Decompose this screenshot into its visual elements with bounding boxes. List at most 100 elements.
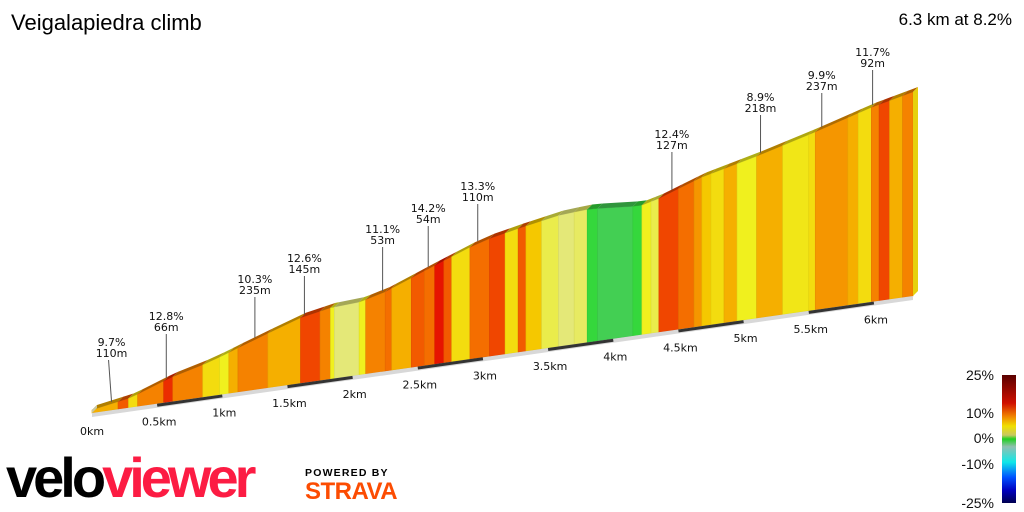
gradient-segment-cap (518, 221, 531, 229)
gradient-segment-cap (334, 297, 365, 308)
strava-logo: STRAVA (305, 478, 398, 505)
annotation-gradient: 11.7% (855, 46, 890, 59)
gradient-segment-cap (558, 207, 580, 216)
gradient-segment-cap (469, 233, 495, 248)
gradient-segment-cap (391, 272, 417, 289)
gradient-segment-cap (267, 312, 306, 334)
annotation-gradient: 14.2% (411, 202, 446, 215)
gradient-segment (384, 287, 393, 372)
x-tick-label: 4.5km (663, 341, 698, 354)
legend-label: 0% (974, 430, 994, 446)
x-tick-label: 2.5km (402, 379, 437, 392)
gradient-segment-cap (443, 251, 457, 261)
gradient-segment (889, 95, 903, 300)
distance-axis-band (678, 320, 744, 333)
gradient-segment (756, 145, 783, 319)
distance-axis: 0km 0.5km 1km 1.5km 2km 2.5km 3km 3.5km 4km 4.5km… (80, 296, 913, 438)
gradient-segment-cap (871, 99, 885, 108)
gradient-segment-cap (711, 163, 730, 174)
gradient-segment-cap (889, 90, 908, 101)
gradient-segment (330, 306, 335, 380)
gradient-segment (517, 225, 527, 353)
gradient-segment-cap (505, 223, 524, 234)
gradient-segment-cap (587, 203, 603, 210)
x-tick-label: 3km (473, 369, 497, 382)
gradient-segment (391, 277, 412, 371)
gradient-segment-cap (228, 343, 243, 353)
distance-axis-band (808, 301, 875, 314)
gradient-segment (710, 168, 725, 326)
gradient-annotation: 13.3%110m (460, 180, 495, 242)
gradient-segment (541, 215, 559, 350)
x-tick-label: 5km (734, 332, 758, 345)
legend-label: -10% (961, 456, 994, 472)
profile-segments (91, 87, 918, 414)
annotation-length: 235m (239, 284, 271, 297)
gradient-segment (267, 317, 301, 389)
annotation-length: 110m (96, 347, 128, 360)
gradient-segment (319, 307, 331, 381)
profile-start-face (92, 405, 97, 413)
gradient-segment (678, 180, 695, 330)
annotation-length: 66m (154, 321, 179, 334)
gradient-segment (658, 188, 679, 333)
gradient-segment (847, 112, 859, 306)
gradient-segment (504, 228, 519, 355)
gradient-segment (137, 380, 164, 407)
gradient-segment (558, 211, 575, 347)
gradient-segment (878, 100, 890, 302)
x-tick-label: 6km (864, 314, 888, 327)
gradient-segment-cap (202, 352, 225, 365)
annotation-length: 218m (745, 102, 777, 115)
gradient-segment (814, 117, 849, 311)
gradient-segment (650, 198, 660, 334)
distance-axis-band (547, 338, 614, 351)
gradient-annotation: 11.7%92m (855, 46, 890, 106)
gradient-segment-cap (237, 328, 273, 349)
x-tick-label: 0km (80, 425, 104, 438)
x-tick-label: 1km (212, 406, 236, 419)
climb-summary: 6.3 km at 8.2% (898, 10, 1012, 29)
gradient-segment-cap (658, 183, 684, 199)
annotation-leader-line (108, 359, 113, 402)
gradient-segment-cap (163, 371, 178, 382)
gradient-segment-cap (219, 347, 234, 358)
gradient-segment-cap (724, 158, 743, 169)
gradient-segment (857, 107, 872, 305)
annotation-length: 127m (656, 139, 688, 152)
gradient-segment-cap (424, 260, 440, 272)
gradient-legend: 25% 10% 0% -10% -25% (961, 367, 1016, 511)
gradient-segment (489, 232, 506, 357)
annotation-gradient: 10.3% (237, 273, 272, 286)
gradient-segment-cap (300, 306, 326, 318)
gradient-segment (365, 291, 386, 375)
gradient-segment-cap (858, 102, 877, 114)
gradient-segment-cap (320, 302, 336, 312)
gradient-segment-cap (385, 283, 397, 292)
gradient-segment-cap (128, 389, 143, 399)
gradient-annotation: 11.1%53m (365, 223, 400, 291)
gradient-segment (358, 299, 366, 376)
gradient-segment (632, 204, 643, 337)
gradient-segment-cap (879, 95, 895, 105)
gradient-segment (443, 256, 452, 364)
annotations: 9.7%110m12.8%66m10.3%235m12.6%145m11.1%5… (96, 46, 890, 402)
x-tick-label: 0.5km (142, 416, 177, 429)
annotation-gradient: 12.4% (654, 128, 689, 141)
gradient-segment (451, 246, 471, 363)
gradient-segment-cap (597, 201, 638, 209)
annotation-length: 237m (806, 80, 838, 93)
annotation-length: 110m (462, 191, 494, 204)
gradient-segment (334, 301, 360, 379)
gradient-segment-cap (574, 204, 593, 213)
annotation-length: 145m (289, 263, 321, 276)
gradient-segment-cap (365, 286, 391, 300)
gradient-segment (597, 206, 634, 342)
gradient-segment (410, 270, 425, 368)
distance-axis-band (417, 357, 484, 370)
gradient-annotation: 14.2%54m (411, 202, 446, 267)
distance-axis-band (156, 394, 223, 407)
gradient-annotation: 12.8%66m (149, 310, 184, 378)
gradient-segment-cap (359, 294, 371, 303)
